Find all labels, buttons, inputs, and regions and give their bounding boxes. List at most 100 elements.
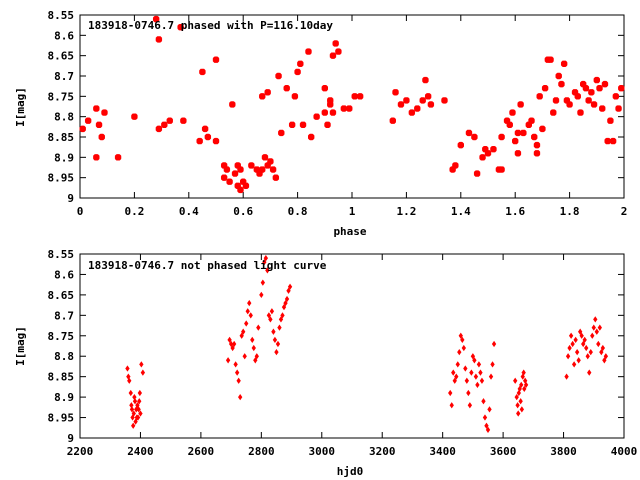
data-point bbox=[234, 369, 240, 376]
x-tick-label: 1.8 bbox=[560, 205, 580, 218]
data-point bbox=[547, 56, 554, 63]
data-point bbox=[231, 340, 237, 348]
data-point bbox=[612, 93, 620, 100]
data-point bbox=[574, 93, 582, 100]
data-point bbox=[93, 105, 100, 112]
data-point bbox=[597, 324, 602, 331]
data-point bbox=[487, 406, 492, 413]
data-point bbox=[516, 389, 521, 397]
data-point bbox=[228, 340, 234, 348]
data-point bbox=[305, 48, 312, 55]
x-tick-label: 1.4 bbox=[451, 205, 471, 218]
data-point bbox=[259, 291, 264, 299]
data-point bbox=[565, 353, 571, 360]
data-point bbox=[530, 133, 538, 141]
data-point bbox=[284, 295, 290, 303]
data-point bbox=[585, 97, 592, 104]
data-point bbox=[177, 23, 184, 31]
data-point bbox=[127, 377, 132, 384]
y-tick-label: 8.55 bbox=[48, 9, 75, 22]
data-point bbox=[274, 349, 279, 356]
data-point bbox=[286, 287, 291, 294]
data-point bbox=[262, 259, 267, 266]
data-point bbox=[264, 89, 271, 96]
data-point bbox=[603, 353, 609, 360]
data-point bbox=[590, 101, 598, 108]
data-point bbox=[516, 410, 521, 417]
data-point bbox=[324, 121, 331, 129]
x-tick-label: 3600 bbox=[490, 445, 517, 458]
data-point bbox=[539, 125, 546, 133]
data-point bbox=[579, 332, 584, 339]
data-point bbox=[573, 336, 578, 343]
y-tick-label: 9 bbox=[67, 192, 74, 205]
data-point bbox=[422, 76, 429, 84]
data-point bbox=[283, 84, 290, 92]
data-point bbox=[465, 129, 473, 137]
data-point bbox=[212, 137, 220, 145]
data-point bbox=[351, 93, 358, 100]
data-point bbox=[602, 357, 607, 364]
data-point bbox=[268, 316, 273, 323]
data-point bbox=[594, 328, 599, 335]
data-point bbox=[130, 414, 135, 421]
x-tick-label: 3400 bbox=[429, 445, 456, 458]
data-point bbox=[131, 422, 136, 429]
data-point bbox=[457, 141, 465, 149]
data-point bbox=[403, 97, 410, 104]
data-point bbox=[271, 328, 276, 335]
data-point bbox=[139, 361, 144, 368]
data-point bbox=[291, 93, 299, 100]
data-point bbox=[93, 154, 100, 161]
unphased-y-axis-label: I[mag] bbox=[14, 326, 27, 366]
data-point bbox=[166, 117, 174, 124]
x-tick-label: 1.6 bbox=[505, 205, 525, 218]
phased-x-ticks: 0 0.2 0.4 0.6 0.8 1 1.2 1.4 1.6 1.8 2 bbox=[77, 15, 627, 218]
data-point bbox=[256, 170, 263, 177]
x-tick-label: 0.8 bbox=[288, 205, 308, 218]
data-point bbox=[275, 72, 282, 80]
data-point bbox=[258, 166, 266, 173]
data-point bbox=[454, 373, 459, 380]
data-point bbox=[567, 344, 572, 352]
phased-points bbox=[79, 15, 625, 194]
x-tick-label: 3000 bbox=[309, 445, 336, 458]
y-tick-label: 8.85 bbox=[48, 371, 75, 384]
data-point bbox=[229, 101, 236, 108]
data-point bbox=[576, 357, 581, 364]
data-point bbox=[464, 377, 470, 384]
data-point bbox=[600, 344, 606, 352]
data-point bbox=[220, 162, 228, 169]
data-point bbox=[585, 353, 590, 360]
data-point bbox=[258, 93, 266, 100]
unphased-x-axis-label: hjd0 bbox=[337, 465, 364, 478]
data-point bbox=[288, 121, 296, 129]
data-point bbox=[482, 145, 489, 153]
data-point bbox=[131, 410, 136, 417]
data-point bbox=[132, 393, 137, 401]
y-tick-label: 8.9 bbox=[54, 151, 74, 164]
y-tick-label: 8.7 bbox=[54, 70, 74, 83]
data-point bbox=[280, 312, 285, 319]
data-point bbox=[287, 283, 293, 290]
data-point bbox=[138, 410, 143, 417]
data-point bbox=[98, 133, 106, 141]
data-point bbox=[588, 89, 595, 96]
data-point bbox=[239, 178, 247, 185]
x-tick-label: 3800 bbox=[550, 445, 577, 458]
data-point bbox=[579, 80, 587, 88]
data-point bbox=[237, 166, 244, 173]
data-point bbox=[571, 361, 577, 368]
x-tick-label: 2400 bbox=[127, 445, 154, 458]
data-point bbox=[128, 389, 133, 397]
data-point bbox=[550, 109, 557, 116]
y-tick-label: 8.85 bbox=[48, 131, 75, 144]
data-point bbox=[79, 125, 86, 133]
data-point bbox=[248, 312, 253, 319]
data-point bbox=[517, 385, 522, 393]
unphased-y-ticks: 8.55 8.6 8.65 8.7 8.75 8.8 8.85 8.9 8.95 9 bbox=[48, 248, 624, 445]
data-point bbox=[479, 154, 486, 161]
data-point bbox=[236, 377, 241, 384]
data-point bbox=[266, 312, 272, 319]
data-point bbox=[223, 166, 231, 173]
